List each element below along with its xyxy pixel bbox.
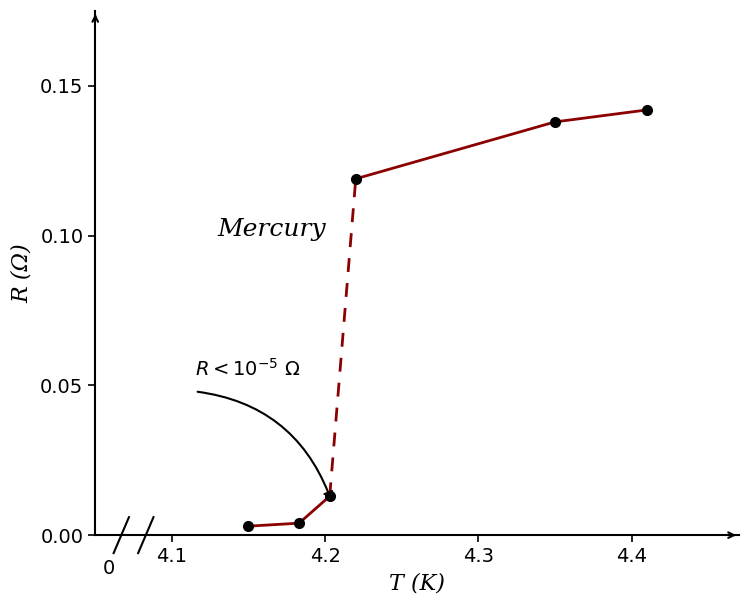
Text: Mercury: Mercury [217, 218, 326, 241]
Text: 0: 0 [103, 559, 116, 578]
Text: $R < 10^{-5}\ \Omega$: $R < 10^{-5}\ \Omega$ [195, 358, 301, 379]
X-axis label: T (K): T (K) [389, 573, 445, 595]
Y-axis label: R (Ω): R (Ω) [11, 244, 33, 303]
